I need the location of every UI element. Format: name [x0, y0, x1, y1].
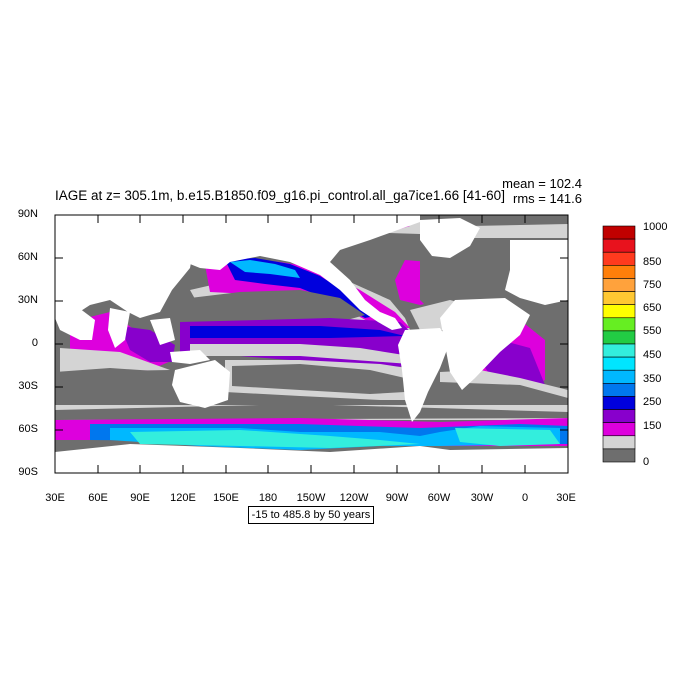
greenland	[420, 218, 480, 258]
s-atlantic-dark	[440, 382, 568, 410]
colorbar-swatch	[602, 278, 636, 292]
north-pacific-dark	[188, 290, 365, 326]
indian-purple	[120, 326, 175, 362]
colorbar-swatch	[602, 356, 636, 371]
lon-label-30e: 30E	[45, 492, 65, 504]
lat-label-60n: 60N	[17, 251, 38, 263]
indian-light	[60, 348, 170, 372]
colorbar-label-550: 550	[643, 325, 662, 337]
lat-label-30s: 30S	[18, 380, 38, 392]
colorbar-swatch	[602, 448, 636, 463]
colorbar-label-1000: 1000	[643, 221, 668, 233]
lon-label-60w: 60W	[427, 492, 451, 504]
colorbar-swatch	[602, 225, 636, 240]
south-america	[398, 328, 450, 422]
lat-label-30n: 30N	[17, 294, 38, 306]
colorbar-swatch	[602, 291, 636, 305]
lat-label-60s: 60S	[18, 423, 38, 435]
eq-pacific-blue	[190, 326, 405, 338]
indian-dark	[55, 368, 200, 405]
north-pacific-sky	[230, 260, 300, 278]
eurasia	[55, 215, 200, 318]
lon-label-150w: 150W	[296, 492, 326, 504]
maritime-se-asia	[170, 350, 210, 364]
colorbar-swatch	[602, 265, 636, 279]
north-america	[170, 215, 420, 330]
lon-label-30w: 30W	[470, 492, 494, 504]
southern-cyan	[130, 430, 420, 448]
colorbar-swatch	[602, 317, 636, 332]
colorbar-swatch	[602, 251, 636, 266]
southern-dark	[55, 404, 568, 420]
eq-pacific-light	[190, 344, 410, 364]
colorbar-label-650: 650	[643, 302, 662, 314]
lon-label-150e: 150E	[213, 492, 239, 504]
lon-label-30e-right: 30E	[556, 492, 576, 504]
colorbar-label-250: 250	[643, 396, 662, 408]
arabia-india	[55, 300, 95, 340]
europe	[505, 240, 568, 305]
colorbar-label-150: 150	[643, 420, 662, 432]
lat-ticks	[55, 214, 568, 474]
mean-stat: mean = 102.4	[502, 176, 582, 191]
colorbar-swatch	[602, 238, 636, 253]
lat-label-90s: 90S	[18, 466, 38, 478]
colorbar-label-450: 450	[643, 349, 662, 361]
colorbar-swatch	[602, 409, 636, 423]
lon-label-120w: 120W	[339, 492, 369, 504]
lon-ticks	[54, 215, 569, 473]
india	[108, 308, 130, 348]
weddell-cyan	[455, 428, 560, 446]
lon-label-60e: 60E	[88, 492, 108, 504]
rms-stat: rms = 141.6	[512, 191, 582, 206]
colorbar-label-850: 850	[643, 256, 662, 268]
colorbar-swatch	[602, 383, 636, 397]
lat-label-0: 0	[31, 337, 38, 349]
lon-label-120e: 120E	[170, 492, 196, 504]
colorbar-swatch	[602, 304, 636, 319]
map-title: IAGE at z= 305.1m, b.e15.B1850.f09_g16.p…	[55, 188, 505, 203]
colorbar-label-0: 0	[643, 456, 650, 468]
colorbar-swatch	[602, 396, 636, 410]
lon-label-90e: 90E	[130, 492, 150, 504]
colorbar-label-350: 350	[643, 373, 662, 385]
lon-label-90w: 90W	[385, 492, 409, 504]
africa	[440, 298, 530, 390]
colorbar-swatch	[602, 330, 636, 345]
colorbar-swatch	[602, 422, 636, 437]
colorbar-label-750: 750	[643, 279, 662, 291]
contour-range-label: -15 to 485.8 by 50 years	[248, 506, 374, 524]
lon-label-0: 0	[521, 492, 529, 504]
colorbar	[602, 225, 636, 463]
colorbar-swatch	[602, 435, 636, 450]
lat-label-90n: 90N	[17, 208, 38, 220]
south-pacific-dark	[232, 364, 405, 394]
australia	[172, 360, 230, 408]
colorbar-swatch	[602, 343, 636, 358]
indochina	[150, 318, 175, 345]
colorbar-swatch	[602, 369, 636, 384]
lon-label-180: 180	[258, 492, 278, 504]
